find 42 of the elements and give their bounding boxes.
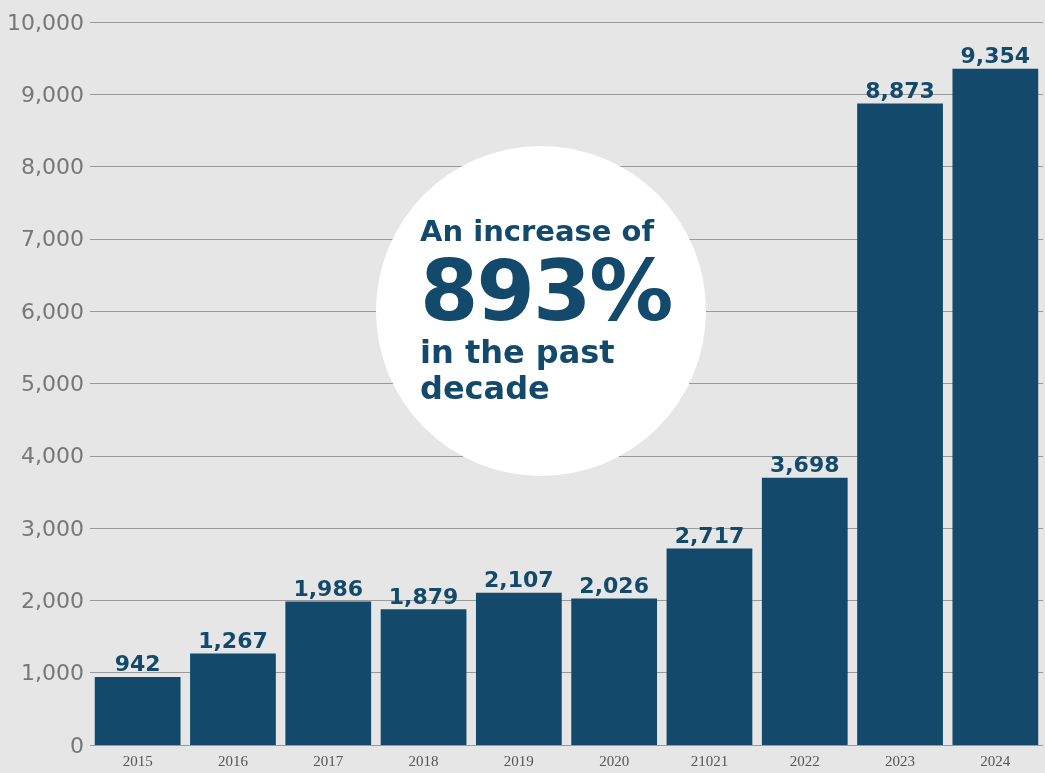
y-tick-label: 6,000 — [21, 298, 84, 324]
data-label: 1,879 — [388, 583, 459, 609]
circle-badge: An increase of 893% in the past decade — [376, 146, 706, 476]
bar — [94, 676, 181, 745]
y-tick-label: 3,000 — [21, 515, 84, 541]
data-label: 2,026 — [579, 573, 649, 599]
x-tick-label: 2018 — [408, 752, 439, 769]
bar — [285, 601, 372, 745]
y-tick-label: 5,000 — [21, 371, 84, 396]
y-tick-label: 4,000 — [21, 443, 84, 469]
y-tick-label: 7,000 — [21, 226, 84, 252]
y-tick-label: 9,000 — [21, 81, 84, 107]
x-tick-label: 2022 — [789, 752, 820, 769]
y-tick-label: 8,000 — [21, 154, 84, 180]
bar — [475, 592, 562, 745]
bar — [190, 653, 276, 745]
x-tick-label: 2015 — [122, 752, 153, 769]
y-tick-label: 0 — [70, 732, 84, 758]
bar — [857, 103, 943, 745]
data-label: 3,698 — [769, 452, 840, 478]
data-label: 8,873 — [865, 77, 935, 103]
data-label: 1,986 — [293, 575, 364, 601]
bar — [380, 609, 467, 745]
x-tick-label: 2017 — [313, 752, 344, 769]
x-tick-label: 2023 — [885, 752, 916, 769]
data-label: 2,717 — [674, 523, 745, 549]
y-tick-label: 10,000 — [7, 9, 84, 35]
x-tick-label: 2016 — [217, 752, 249, 769]
y-tick-label: 1,000 — [21, 660, 84, 686]
data-label: 2,107 — [484, 567, 554, 593]
x-tick-label: 2020 — [599, 752, 630, 769]
bar — [761, 477, 848, 745]
bar — [666, 548, 753, 745]
x-tick-label: 2024 — [980, 752, 1011, 769]
x-tick-label: 2019 — [503, 752, 534, 769]
y-tick-label: 2,000 — [21, 587, 84, 613]
bar — [571, 598, 658, 745]
data-label: 9,354 — [960, 43, 1031, 69]
bar — [952, 68, 1039, 745]
data-label: 942 — [114, 651, 161, 677]
data-label: 1,267 — [198, 627, 268, 653]
x-tick-label: 21021 — [690, 752, 729, 769]
